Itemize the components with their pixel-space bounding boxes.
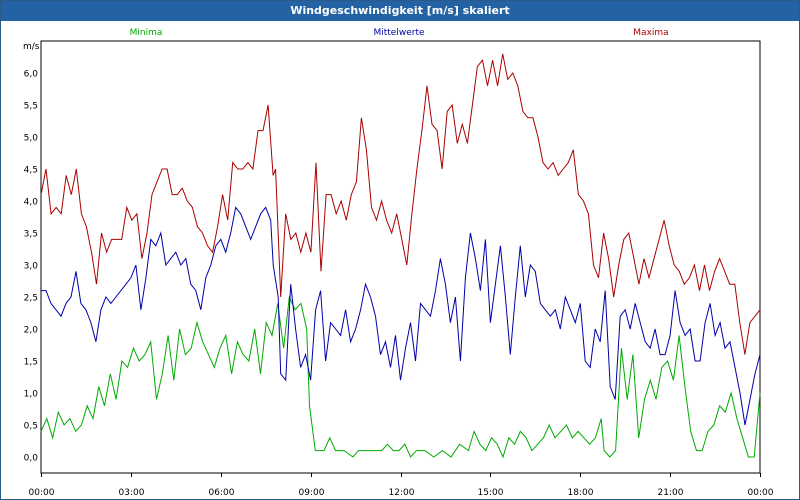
y-axis-unit: m/s xyxy=(23,42,40,52)
y-tick-label: 0,5 xyxy=(24,422,38,432)
x-tick-time: 00:00 xyxy=(748,488,774,498)
series-line-maxima xyxy=(40,53,761,355)
y-tick-label: 4,0 xyxy=(24,198,39,208)
y-tick-label: 3,5 xyxy=(24,230,38,240)
x-tick-time: 12:00 xyxy=(389,488,415,498)
y-tick-label: 6,0 xyxy=(24,70,39,80)
legend-layer: Minima Mittelwerte Maxima xyxy=(130,28,669,38)
legend-mittelwerte: Mittelwerte xyxy=(373,28,424,38)
x-tick-time: 15:00 xyxy=(478,488,504,498)
y-tick-label: 5,5 xyxy=(24,102,38,112)
chart-canvas: 0,0 0,5 1,0 1,5 2,0 2,5 3,0 3,5 4,0 4,5 5,0 5,5 6,0 m… xyxy=(23,28,774,498)
y-tick-label: 1,0 xyxy=(24,390,39,400)
plot-frame xyxy=(40,40,761,474)
x-tick-time: 18:00 xyxy=(568,488,594,498)
y-tick-label: 2,5 xyxy=(24,294,38,304)
y-tick-label: 0,0 xyxy=(24,454,39,464)
series-layer xyxy=(40,53,761,459)
x-tick-time: 21:00 xyxy=(658,488,684,498)
y-tick-label: 4,5 xyxy=(24,166,38,176)
y-tick-label: 1,5 xyxy=(24,358,38,368)
series-line-mittelwerte xyxy=(41,206,761,426)
x-tick-time: 06:00 xyxy=(209,488,235,498)
y-tick-label: 3,0 xyxy=(24,262,39,272)
series-line-minima xyxy=(40,295,761,459)
x-tick-time: 03:00 xyxy=(119,488,145,498)
x-tick-time: 00:00 xyxy=(29,488,55,498)
legend-maxima: Maxima xyxy=(633,28,668,38)
x-tick-time: 09:00 xyxy=(299,488,325,498)
y-tick-label: 2,0 xyxy=(24,326,39,336)
window-title: Windgeschwindigkeit [m/s] skaliert xyxy=(1,1,799,21)
axes-layer: 0,0 0,5 1,0 1,5 2,0 2,5 3,0 3,5 4,0 4,5 5,0 5,5 6,0 m… xyxy=(23,40,774,498)
y-tick-label: 5,0 xyxy=(24,134,39,144)
legend-minima: Minima xyxy=(130,28,163,38)
